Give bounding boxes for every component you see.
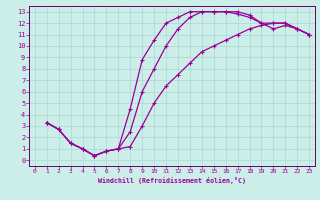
X-axis label: Windchill (Refroidissement éolien,°C): Windchill (Refroidissement éolien,°C) bbox=[98, 177, 246, 184]
